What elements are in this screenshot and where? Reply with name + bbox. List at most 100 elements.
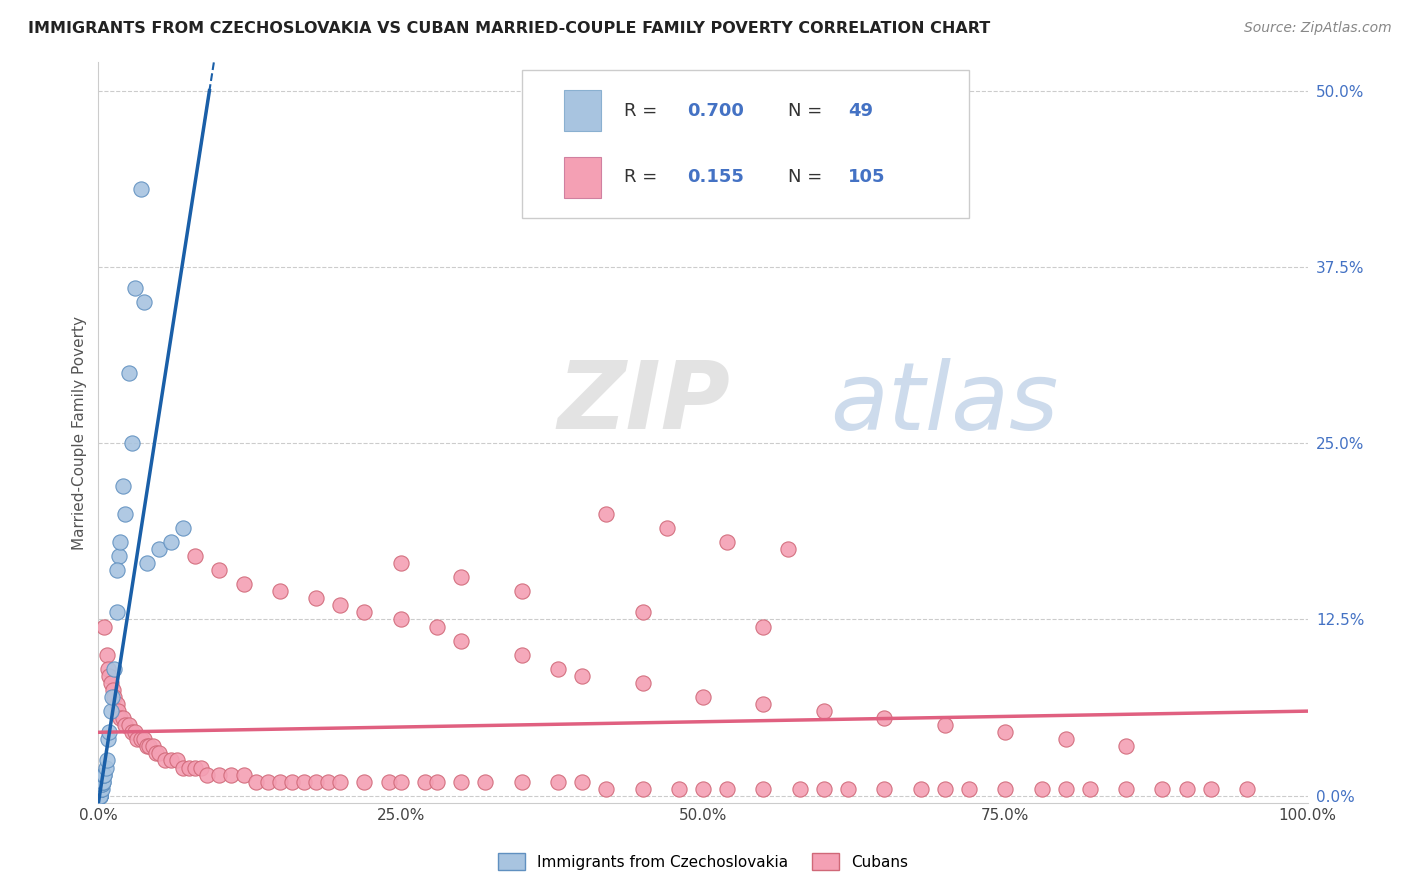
Point <box>195 767 218 781</box>
Point <box>93 767 115 781</box>
Point <box>108 549 131 563</box>
Point <box>631 781 654 796</box>
Point <box>90 781 112 796</box>
Point <box>89 781 111 796</box>
Point <box>510 584 533 599</box>
Text: N =: N = <box>787 102 828 120</box>
Point <box>426 774 449 789</box>
Point <box>111 711 134 725</box>
Point <box>329 774 352 789</box>
Point <box>114 718 136 732</box>
Point <box>1199 781 1222 796</box>
Point <box>813 781 835 796</box>
Point <box>138 739 160 754</box>
Point <box>166 754 188 768</box>
Y-axis label: Married-Couple Family Poverty: Married-Couple Family Poverty <box>72 316 87 549</box>
Point <box>752 697 775 711</box>
Point <box>124 281 146 295</box>
Point <box>377 774 399 789</box>
Point <box>127 732 149 747</box>
Point <box>89 789 111 803</box>
Text: N =: N = <box>787 169 828 186</box>
Point <box>124 725 146 739</box>
Point <box>994 725 1017 739</box>
Legend: Immigrants from Czechoslovakia, Cubans: Immigrants from Czechoslovakia, Cubans <box>492 847 914 877</box>
Point <box>1078 781 1101 796</box>
Point <box>208 767 231 781</box>
Point <box>91 781 114 796</box>
Point <box>118 718 141 732</box>
Point <box>100 704 122 718</box>
Text: atlas: atlas <box>830 358 1059 449</box>
Text: 0.700: 0.700 <box>688 102 744 120</box>
Point <box>134 732 156 747</box>
Point <box>474 774 496 789</box>
Point <box>353 774 375 789</box>
Point <box>103 690 125 704</box>
Point <box>281 774 304 789</box>
Point <box>716 781 738 796</box>
Point <box>547 774 569 789</box>
Point <box>89 789 111 803</box>
Point <box>105 606 128 620</box>
Point <box>108 535 131 549</box>
Point <box>837 781 859 796</box>
Point <box>103 662 125 676</box>
Point <box>105 697 128 711</box>
Point <box>97 732 120 747</box>
Point <box>910 781 932 796</box>
Point <box>100 676 122 690</box>
Point <box>316 774 339 789</box>
Point <box>245 774 267 789</box>
Point <box>547 662 569 676</box>
Point <box>353 606 375 620</box>
Point <box>813 704 835 718</box>
Point <box>994 781 1017 796</box>
Point <box>716 535 738 549</box>
Point <box>305 774 328 789</box>
Point <box>91 777 114 791</box>
Point <box>148 541 170 556</box>
Point <box>1115 739 1137 754</box>
Text: Source: ZipAtlas.com: Source: ZipAtlas.com <box>1244 21 1392 35</box>
Point <box>96 754 118 768</box>
Point <box>98 669 121 683</box>
Point <box>269 584 291 599</box>
Point <box>172 521 194 535</box>
Text: R =: R = <box>624 169 664 186</box>
Point <box>1175 781 1198 796</box>
Point <box>90 781 112 796</box>
Point <box>190 760 212 774</box>
Point <box>142 739 165 754</box>
Point <box>450 633 472 648</box>
Point <box>1236 781 1258 796</box>
Text: 0.155: 0.155 <box>688 169 744 186</box>
Point <box>129 732 152 747</box>
Point <box>426 619 449 633</box>
Point <box>100 690 122 704</box>
Point <box>934 718 956 732</box>
Point <box>97 662 120 676</box>
Point <box>121 436 143 450</box>
Point <box>134 295 156 310</box>
Point <box>148 747 170 761</box>
Point <box>118 366 141 380</box>
Point <box>129 182 152 196</box>
Text: ZIP: ZIP <box>558 357 731 449</box>
Point <box>135 556 157 570</box>
Point <box>89 789 111 803</box>
Point <box>631 676 654 690</box>
Point <box>305 591 328 606</box>
Point <box>450 570 472 584</box>
Bar <box>564 157 600 197</box>
Point <box>184 760 207 774</box>
Point <box>389 612 412 626</box>
Text: R =: R = <box>624 102 664 120</box>
Point <box>153 754 176 768</box>
Point <box>389 774 412 789</box>
Point <box>595 507 617 521</box>
Point <box>571 669 593 683</box>
Point <box>111 478 134 492</box>
Point <box>91 767 114 781</box>
Point <box>172 760 194 774</box>
